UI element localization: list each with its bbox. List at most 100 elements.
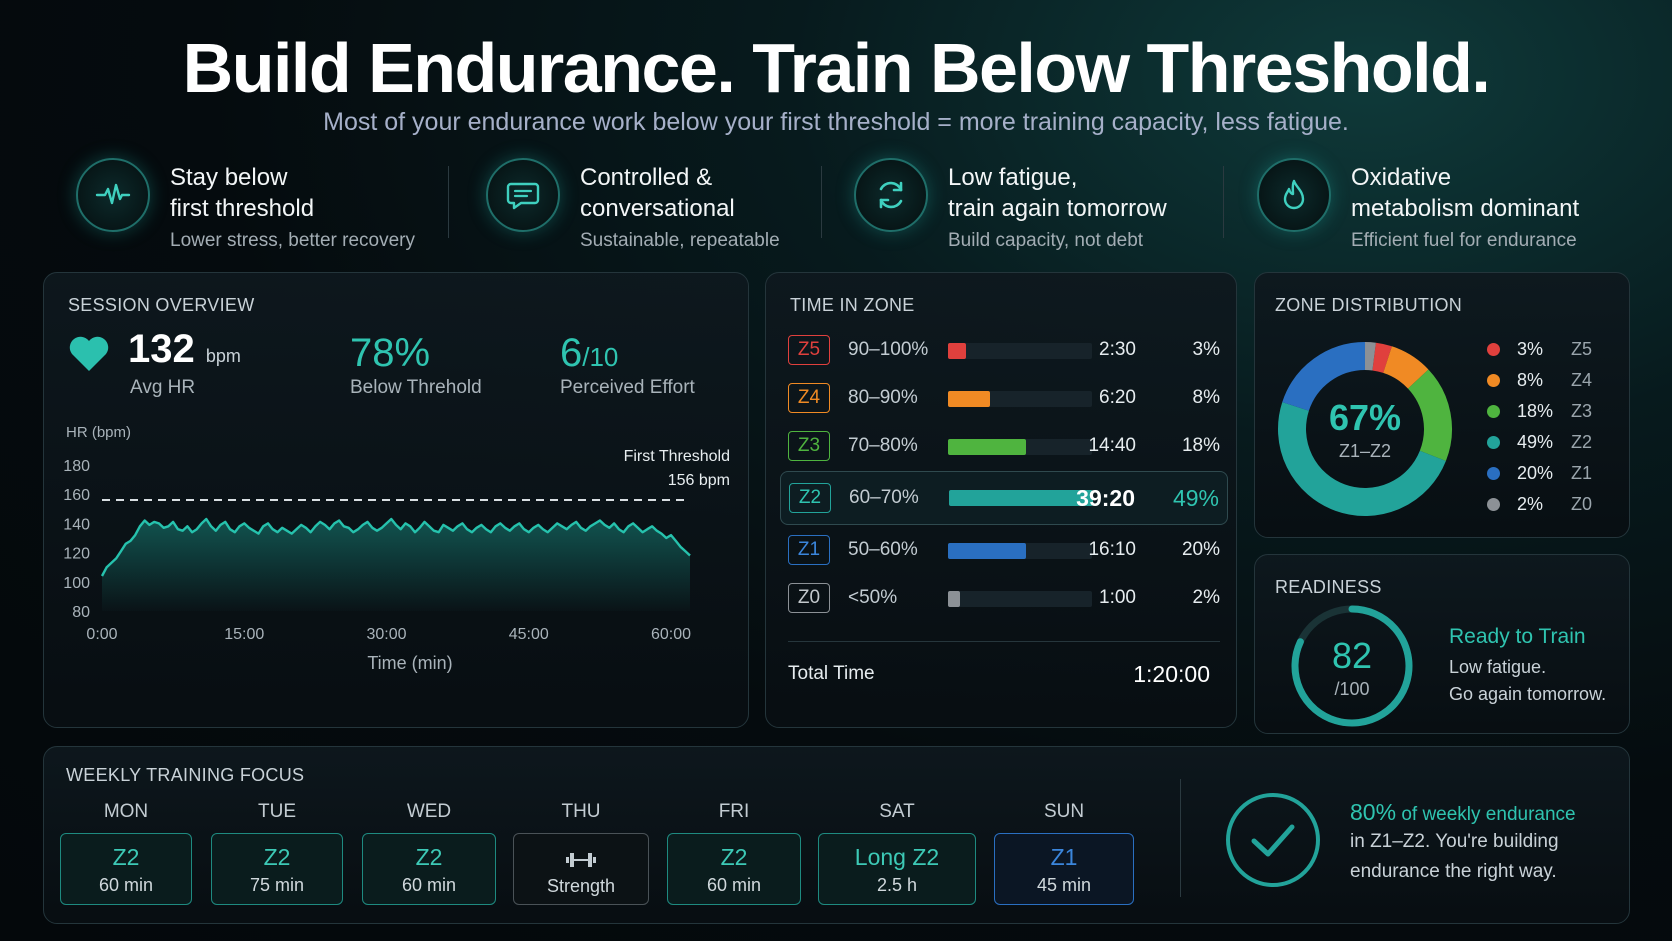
zone-row-z4: Z4 80–90% 6:20 8% <box>788 379 1228 419</box>
zone-time: 1:00 <box>1099 587 1136 608</box>
zone-badge: Z0 <box>788 583 830 613</box>
day-fri[interactable]: FRI Z2 60 min <box>667 801 801 911</box>
hr-chart: HR (bpm) First Threshold 156 bpm Time (m… <box>63 424 730 673</box>
page-subtitle: Most of your endurance work below your f… <box>323 108 1349 136</box>
divider <box>1223 166 1224 238</box>
day-wed[interactable]: WED Z2 60 min <box>362 801 496 911</box>
donut-slice-z5 <box>1372 342 1392 373</box>
day-thu[interactable]: THU Strength <box>513 801 649 911</box>
x-tick-label: 30:00 <box>366 626 406 643</box>
refresh-icon <box>854 158 928 232</box>
zone-percent: 2% <box>1192 587 1220 608</box>
zone-badge: Z4 <box>788 383 830 413</box>
zone-donut-chart <box>1278 342 1452 516</box>
day-tue[interactable]: TUE Z2 75 min <box>211 801 343 911</box>
zone-badge: Z3 <box>788 431 830 461</box>
day-sun[interactable]: SUN Z1 45 min <box>994 801 1134 911</box>
x-tick-label: 0:00 <box>86 626 117 643</box>
day-sat[interactable]: SAT Long Z2 2.5 h <box>818 801 976 911</box>
zone-badge: Z2 <box>789 483 831 513</box>
day-card[interactable]: Long Z2 2.5 h <box>818 833 976 905</box>
legend-dot <box>1487 343 1500 356</box>
day-card[interactable]: Z2 60 min <box>667 833 801 905</box>
zone-percent: 18% <box>1181 435 1220 456</box>
zone-time: 2:30 <box>1099 339 1136 360</box>
day-card[interactable]: Z1 45 min <box>994 833 1134 905</box>
zone-badge: Z5 <box>788 335 830 365</box>
feature-title: Low fatigue, <box>948 164 1078 191</box>
day-name: TUE <box>258 801 296 822</box>
day-duration: 2.5 h <box>876 875 918 895</box>
readiness-panel: READINESS 82 /100 Ready to Train Low fat… <box>1254 554 1630 734</box>
zone-row-z1: Z1 50–60% 16:10 20% <box>788 531 1228 571</box>
day-zone: Z1 <box>1050 844 1078 870</box>
legend-zone: Z3 <box>1571 401 1593 421</box>
avg-hr-label: Avg HR <box>130 377 196 398</box>
threshold-value-label: 156 bpm <box>668 472 730 489</box>
ring-progress <box>1291 605 1413 727</box>
dumbbell-icon <box>514 844 648 872</box>
y-tick-label: 160 <box>63 487 90 504</box>
zone-row-z5: Z5 90–100% 2:30 3% <box>788 331 1228 371</box>
divider <box>1180 779 1181 897</box>
legend-item-z2: 49% Z2 <box>1487 430 1597 454</box>
day-zone: Z2 <box>112 844 140 870</box>
legend-zone: Z5 <box>1571 339 1593 359</box>
zone-percent: 49% <box>1172 485 1219 511</box>
zone-percent: 3% <box>1192 339 1220 360</box>
divider <box>821 166 822 238</box>
feature-title: Oxidative <box>1351 164 1452 191</box>
below-threshold-label: Below Threhold <box>350 377 482 398</box>
feature-title: Stay below <box>170 164 288 191</box>
zone-bar-fill <box>948 439 1026 455</box>
weekly-summary-text: endurance the right way. <box>1350 861 1557 882</box>
panel-title: WEEKLY TRAINING FOCUS <box>66 765 305 785</box>
panel-title: TIME IN ZONE <box>790 295 915 315</box>
flame-icon <box>1257 158 1331 232</box>
zone-range: 90–100% <box>848 339 929 360</box>
weekly-summary-text: of weekly endurance <box>1396 804 1576 825</box>
zone-distribution-panel: ZONE DISTRIBUTION 67% Z1–Z2 3% Z5 8% Z4 18… <box>1254 272 1630 538</box>
zone-row-z0: Z0 <50% 1:00 2% <box>788 579 1228 619</box>
day-name: FRI <box>718 801 750 822</box>
threshold-label: First Threshold <box>624 448 730 465</box>
chat-bubble-icon <box>486 158 560 232</box>
zone-bar-track <box>948 343 1092 359</box>
legend-item-z0: 2% Z0 <box>1487 492 1597 516</box>
x-tick-label: 60:00 <box>651 626 691 643</box>
legend-dot <box>1487 436 1500 449</box>
y-tick-label: 120 <box>63 546 90 563</box>
zone-bar-track <box>948 439 1092 455</box>
legend-dot <box>1487 498 1500 511</box>
feature-subtitle: Lower stress, better recovery <box>170 230 415 251</box>
legend-zone: Z0 <box>1571 494 1593 514</box>
zone-badge: Z1 <box>788 535 830 565</box>
zone-time: 6:20 <box>1099 387 1136 408</box>
zone-range: 50–60% <box>848 539 918 560</box>
day-name: MON <box>103 801 149 822</box>
day-duration: 60 min <box>401 875 457 895</box>
zone-time: 16:10 <box>1088 539 1136 560</box>
day-name: WED <box>406 801 452 822</box>
day-mon[interactable]: MON Z2 60 min <box>60 801 192 911</box>
legend-percent: 18% <box>1517 401 1554 421</box>
day-name: SUN <box>1043 801 1085 822</box>
day-card[interactable]: Z2 75 min <box>211 833 343 905</box>
day-card[interactable]: Z2 60 min <box>60 833 192 905</box>
zone-bar-fill <box>948 391 990 407</box>
y-tick-label: 140 <box>63 516 90 533</box>
legend-percent: 3% <box>1517 339 1544 359</box>
effort-value: 6 <box>560 331 583 375</box>
readiness-note: Low fatigue. <box>1449 657 1547 677</box>
zone-bar-fill <box>949 490 1093 506</box>
day-card[interactable]: Z2 60 min <box>362 833 496 905</box>
x-axis-label: Time (min) <box>367 653 452 673</box>
x-tick-label: 45:00 <box>509 626 549 643</box>
feature-subtitle: Efficient fuel for endurance <box>1351 230 1577 251</box>
heartbeat-icon <box>76 158 150 232</box>
day-card[interactable]: Strength <box>513 833 649 905</box>
zone-range: 70–80% <box>848 435 918 456</box>
day-duration: 75 min <box>249 875 305 895</box>
panel-title: ZONE DISTRIBUTION <box>1275 295 1463 315</box>
zone-range: 60–70% <box>849 487 919 508</box>
